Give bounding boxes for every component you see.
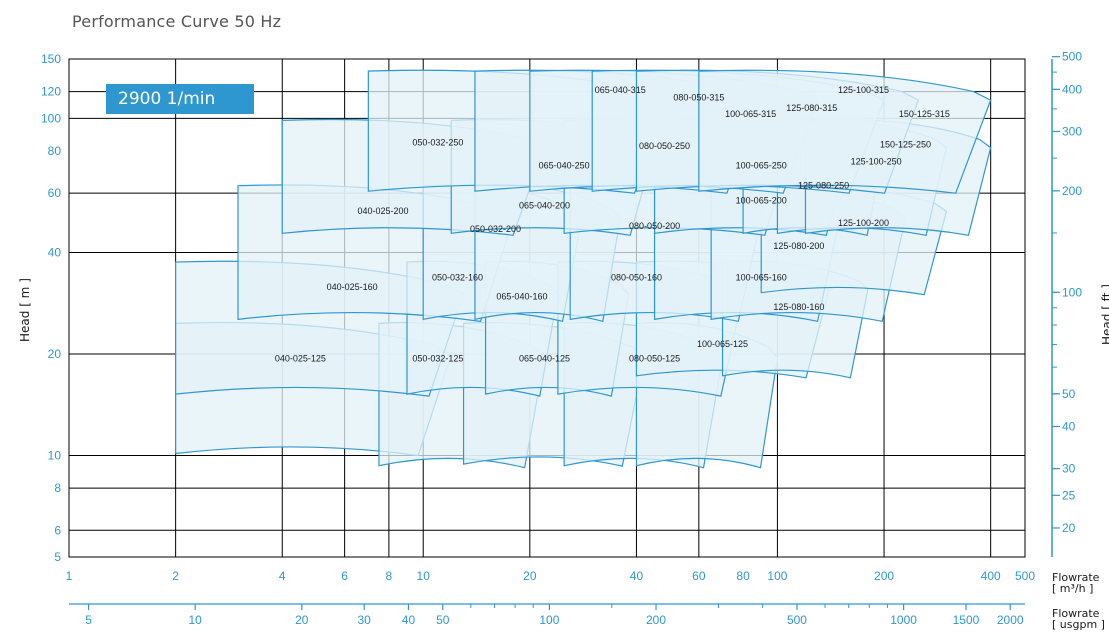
region-label-080-050-315: 080-050-315 (673, 92, 724, 102)
ft-tick-label-300: 300 (1062, 124, 1082, 138)
region-label-050-032-125: 050-032-125 (412, 354, 463, 364)
x-tick-label-2: 2 (172, 569, 179, 583)
x-tick-label-40: 40 (630, 569, 644, 583)
usgpm-tick-label-10: 10 (189, 613, 203, 627)
ft-tick-label-50: 50 (1062, 387, 1076, 401)
ft-tick-label-400: 400 (1062, 82, 1082, 96)
region-label-050-032-160: 050-032-160 (432, 273, 483, 283)
usgpm-tick-label-100: 100 (539, 613, 559, 627)
region-label-150-125-315: 150-125-315 (899, 109, 950, 119)
region-label-100-065-125: 100-065-125 (697, 339, 748, 349)
region-label-080-050-250: 080-050-250 (639, 141, 690, 151)
pump-regions (175, 69, 992, 469)
x-tick-label-6: 6 (341, 569, 348, 583)
x-axis-m3h: 1 2 4 6 8 10 20 40 60 80 100 200 400 500 (66, 569, 1036, 583)
region-label-125-080-200: 125-080-200 (773, 241, 824, 251)
region-label-040-025-200: 040-025-200 (357, 206, 408, 216)
region-label-100-065-160: 100-065-160 (736, 273, 787, 283)
y-tick-label-8: 8 (54, 481, 61, 495)
x-tick-label-400: 400 (981, 569, 1001, 583)
usgpm-tick-label-500: 500 (787, 613, 807, 627)
ft-tick-label-200: 200 (1062, 184, 1082, 198)
region-label-065-040-125: 065-040-125 (519, 354, 570, 364)
ft-tick-label-25: 25 (1062, 488, 1076, 502)
region-label-100-065-200: 100-065-200 (736, 195, 787, 205)
region-labels: 040-025-125 050-032-125 065-040-125 080-050… (275, 85, 950, 364)
speed-badge: 2900 1/min (106, 84, 254, 114)
x-axis-label-usgpm: Flowrate [ usgpm ] (1052, 608, 1105, 630)
region-label-040-025-160: 040-025-160 (327, 282, 378, 292)
region-label-100-065-250: 100-065-250 (736, 161, 787, 171)
y-axis-label-left: Head [ m ] (18, 278, 32, 342)
x-tick-label-10: 10 (417, 569, 431, 583)
x-tick-label-500: 500 (1015, 569, 1035, 583)
x-tick-label-20: 20 (523, 569, 537, 583)
region-label-080-050-200: 080-050-200 (629, 221, 680, 231)
ft-tick-label-100: 100 (1062, 285, 1082, 299)
region-label-065-040-160: 065-040-160 (496, 292, 547, 302)
usgpm-tick-label-1000: 1000 (890, 613, 917, 627)
x-axis-usgpm: 5 10 20 30 40 50 100 200 500 1000 1500 2000 (69, 603, 1025, 627)
y-tick-label-100: 100 (41, 111, 61, 125)
x-axis-label-usgpm-title: Flowrate (1052, 607, 1100, 620)
y-axis-right: 20 25 30 40 50 100 200 300 400 500 (1051, 50, 1082, 557)
x-axis-label-m3h-title: Flowrate (1052, 571, 1100, 584)
y-tick-label-80: 80 (48, 144, 62, 158)
x-tick-label-60: 60 (692, 569, 706, 583)
ft-tick-label-30: 30 (1062, 462, 1076, 476)
region-label-100-065-315: 100-065-315 (725, 109, 776, 119)
ft-tick-label-20: 20 (1062, 521, 1076, 535)
x-tick-label-100: 100 (767, 569, 787, 583)
ft-tick-label-500: 500 (1062, 50, 1082, 64)
plot-frame (68, 58, 1026, 558)
usgpm-tick-label-1500: 1500 (953, 613, 980, 627)
y-tick-label-20: 20 (48, 347, 62, 361)
region-label-125-100-250: 125-100-250 (851, 156, 902, 166)
x-tick-label-80: 80 (736, 569, 750, 583)
region-label-065-040-200: 065-040-200 (519, 201, 570, 211)
y-tick-label-60: 60 (48, 186, 62, 200)
y-tick-label-5: 5 (54, 550, 61, 564)
usgpm-tick-label-20: 20 (295, 613, 309, 627)
x-tick-label-200: 200 (874, 569, 894, 583)
y-tick-label-40: 40 (48, 246, 62, 260)
y-axis-left: 5 6 8 10 20 40 60 80 100 120 150 (41, 52, 61, 564)
usgpm-tick-label-5: 5 (85, 613, 92, 627)
y-tick-label-150: 150 (41, 52, 61, 66)
usgpm-tick-label-30: 30 (358, 613, 372, 627)
x-axis-label-m3h-unit: [ m³/h ] (1052, 582, 1094, 595)
region-label-065-040-250: 065-040-250 (539, 161, 590, 171)
y-tick-label-120: 120 (41, 85, 61, 99)
region-label-125-080-160: 125-080-160 (773, 302, 824, 312)
region-label-040-025-125: 040-025-125 (275, 354, 326, 364)
region-label-125-100-200: 125-100-200 (838, 218, 889, 228)
region-label-125-080-250: 125-080-250 (798, 180, 849, 190)
x-axis-label-usgpm-unit: [ usgpm ] (1052, 618, 1105, 631)
region-label-125-080-315: 125-080-315 (786, 103, 837, 113)
usgpm-tick-label-200: 200 (646, 613, 666, 627)
region-label-050-032-250: 050-032-250 (412, 138, 463, 148)
region-label-080-050-125: 080-050-125 (629, 354, 680, 364)
x-tick-label-8: 8 (386, 569, 393, 583)
x-tick-label-1: 1 (66, 569, 73, 583)
region-label-080-050-160: 080-050-160 (611, 273, 662, 283)
region-label-125-100-315: 125-100-315 (838, 85, 889, 95)
x-axis-label-m3h: Flowrate [ m³/h ] (1052, 572, 1099, 594)
y-axis-label-right: Head [ ft ] (1100, 284, 1109, 345)
region-label-050-032-200: 050-032-200 (470, 224, 521, 234)
ft-tick-label-40: 40 (1062, 419, 1076, 433)
region-label-065-040-315: 065-040-315 (595, 85, 646, 95)
usgpm-tick-label-2000: 2000 (997, 613, 1024, 627)
usgpm-tick-label-50: 50 (436, 613, 450, 627)
usgpm-tick-label-40: 40 (402, 613, 416, 627)
y-tick-label-6: 6 (54, 523, 61, 537)
region-150-125-315 (698, 69, 992, 194)
chart-title: Performance Curve 50 Hz (72, 12, 282, 31)
x-tick-label-4: 4 (279, 569, 286, 583)
y-tick-label-10: 10 (48, 449, 62, 463)
region-label-150-125-250: 150-125-250 (880, 139, 931, 149)
